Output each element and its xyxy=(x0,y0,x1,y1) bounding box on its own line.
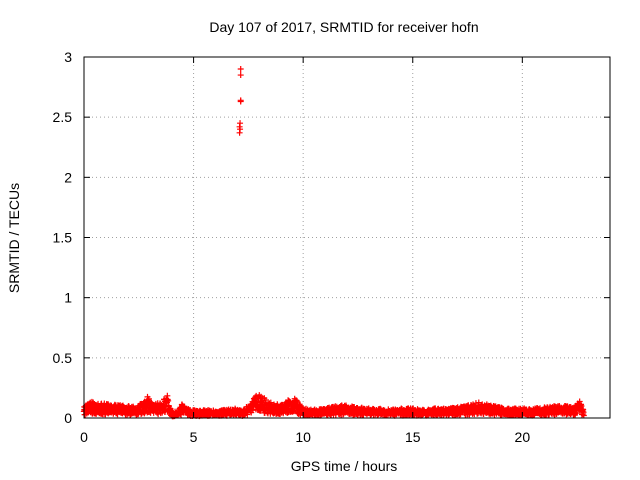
x-tick-labels: 0 5 10 15 20 xyxy=(80,429,530,445)
data-point xyxy=(237,66,244,73)
axis-ticks xyxy=(83,56,610,419)
x-tick-label: 20 xyxy=(515,429,531,445)
data-point xyxy=(237,72,244,79)
x-tick-label: 10 xyxy=(295,429,311,445)
x-tick-label: 15 xyxy=(405,429,421,445)
data-point xyxy=(456,411,463,418)
y-tick-label: 1.5 xyxy=(53,230,73,246)
x-tick-label: 5 xyxy=(190,429,198,445)
chart-title: Day 107 of 2017, SRMTID for receiver hof… xyxy=(209,19,478,35)
data-point xyxy=(244,411,251,418)
grid-lines xyxy=(84,57,610,418)
x-tick-label: 0 xyxy=(80,429,88,445)
y-tick-label: 2 xyxy=(64,169,72,185)
data-point xyxy=(580,412,587,419)
data-point xyxy=(237,97,244,104)
y-tick-label: 1 xyxy=(64,290,72,306)
data-point xyxy=(236,123,243,130)
data-points xyxy=(80,66,587,420)
x-axis-label: GPS time / hours xyxy=(291,458,398,474)
plot-frame xyxy=(83,56,611,419)
y-tick-label: 2.5 xyxy=(53,109,73,125)
y-tick-label: 0.5 xyxy=(53,350,73,366)
data-point xyxy=(236,129,243,136)
y-axis-label: SRMTID / TECUs xyxy=(6,183,22,293)
y-tick-label: 3 xyxy=(64,49,72,65)
y-tick-label: 0 xyxy=(64,410,72,426)
y-tick-labels: 0 0.5 1 1.5 2 2.5 3 xyxy=(53,49,73,426)
